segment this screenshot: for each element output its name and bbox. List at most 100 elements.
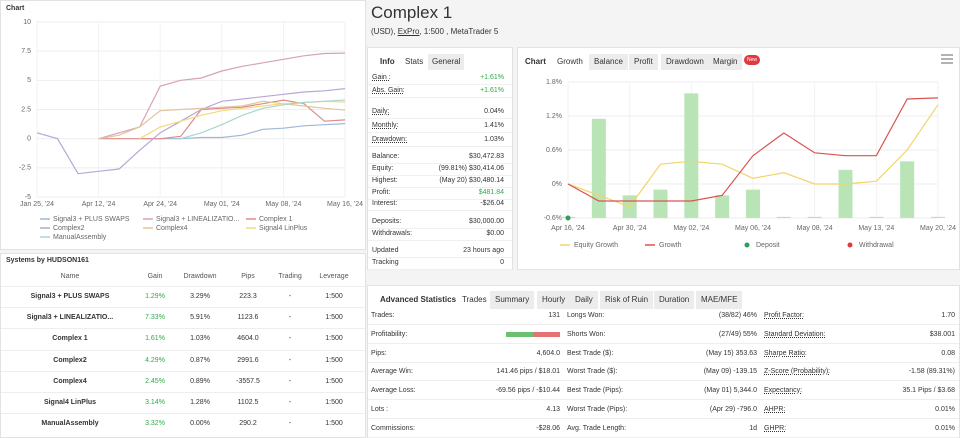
info-label: Monthly:	[372, 122, 399, 129]
row-divider	[1, 370, 365, 372]
stats-tab[interactable]: Risk of Ruin	[600, 291, 654, 309]
info-label: Withdrawals:	[372, 230, 413, 237]
stat-label: Standard Deviation:	[764, 330, 826, 338]
info-value: $30,000.00	[468, 218, 504, 225]
system-cell: 5.91%	[190, 314, 210, 322]
bar	[684, 93, 699, 218]
system-cell: 1:500	[325, 377, 343, 385]
system-name[interactable]: ManualAssembly	[41, 420, 99, 428]
stat-label: Average Win:	[371, 368, 413, 376]
stats-tab[interactable]: Hourly	[537, 291, 571, 309]
stat-value: 35.1 Pips / $3.68	[902, 387, 955, 395]
system-name[interactable]: Complex4	[53, 377, 87, 385]
column-header: Trading	[278, 273, 302, 280]
legend-label: ManualAssembly	[53, 234, 107, 241]
legend-label: Signal4 LinPlus	[259, 225, 308, 232]
info-value: (99.81%) $30,414.06	[438, 165, 504, 172]
stats-tab[interactable]: Duration	[654, 291, 695, 309]
system-cell: 1123.6	[237, 314, 259, 322]
chart-tab[interactable]: Drawdown	[661, 54, 709, 70]
growth-panel	[517, 47, 960, 270]
stat-label: Best Trade ($):	[567, 349, 614, 357]
stat-label: AHPR:	[764, 406, 786, 413]
system-cell: 1.28%	[190, 399, 210, 406]
stat-label: Profitability:	[371, 330, 408, 338]
system-cell: 1:500	[325, 335, 343, 343]
stat-label: Pips:	[371, 349, 387, 357]
system-name[interactable]: Signal3 + PLUS SWAPS	[30, 293, 110, 300]
stat-label: Profit Factor:	[764, 312, 805, 319]
bar	[653, 189, 668, 218]
stat-value: 4,604.0	[536, 349, 560, 357]
x-tick-label: May 01, '24	[204, 201, 240, 208]
account-subtitle: (USD), ExPro, 1:500 , MetaTrader 5	[371, 27, 498, 37]
info-tab[interactable]: Info	[380, 57, 395, 66]
chart-tab[interactable]: Growth	[557, 57, 583, 66]
account-title: Complex 1	[371, 3, 453, 22]
info-label: Abs. Gain:	[372, 87, 405, 94]
system-name[interactable]: Signal4 LinPlus	[43, 399, 97, 406]
stat-label: Lots :	[371, 406, 389, 413]
y-tick-label: 2.5	[21, 106, 31, 113]
broker-link[interactable]: ExPro	[397, 27, 420, 36]
row-divider	[368, 84, 512, 85]
new-badge: New	[744, 55, 761, 65]
system-cell: 4.29%	[145, 356, 165, 364]
y-tick-label: 5	[27, 77, 31, 84]
system-cell: 1.29%	[145, 293, 165, 300]
system-cell: 1.61%	[145, 335, 165, 343]
legend-swatch	[744, 242, 750, 248]
stats-tab[interactable]: MAE/MFE	[696, 291, 743, 309]
stat-value: (May 09) -139.15	[703, 368, 757, 376]
stats-tab[interactable]: Daily	[570, 291, 598, 309]
stats-tab[interactable]: Trades	[457, 291, 492, 309]
info-value: $30,472.83	[468, 153, 504, 160]
stat-value: 1.70	[941, 312, 955, 319]
row-divider	[368, 324, 959, 325]
panel-title: Chart	[6, 5, 25, 12]
system-cell: 0.87%	[190, 356, 210, 364]
chart-tab[interactable]: Chart	[525, 57, 546, 66]
stat-value: (38/82) 46%	[718, 312, 757, 319]
details: , 1:500 , MetaTrader 5	[419, 27, 499, 36]
stat-value: (May 15) 353.63	[706, 349, 757, 357]
info-value: +1.61%	[480, 74, 504, 81]
stat-label: Shorts Won:	[567, 330, 606, 338]
column-header: Drawdown	[183, 273, 217, 280]
system-name[interactable]: Complex 1	[52, 335, 88, 343]
legend-label: Complex 1	[259, 216, 293, 223]
system-cell: 3.32%	[145, 420, 165, 428]
chart-tab[interactable]: Margin	[708, 54, 743, 70]
stat-label: Longs Won:	[567, 312, 605, 319]
settings-icon[interactable]	[941, 54, 953, 64]
info-tab[interactable]: General	[428, 54, 465, 70]
row-divider	[368, 361, 959, 363]
stat-value: 0.08	[941, 349, 955, 357]
info-label: Drawdown:	[372, 136, 408, 143]
x-tick-label: Apr 16, '24	[551, 225, 585, 232]
bar	[900, 161, 915, 218]
system-name[interactable]: Complex2	[53, 356, 87, 364]
info-label: Interest:	[372, 200, 398, 207]
info-label: Profit:	[372, 189, 391, 196]
stats-tab[interactable]: Summary	[490, 291, 535, 309]
stat-value: 0.01%	[935, 406, 955, 413]
system-cell: -	[288, 399, 292, 406]
info-tab[interactable]: Stats	[405, 57, 424, 66]
system-cell: 4604.0	[237, 335, 259, 343]
system-cell: 1:500	[325, 293, 343, 300]
x-tick-label: May 02, '24	[673, 225, 709, 232]
info-value: 0.04%	[484, 108, 504, 115]
system-cell: 2.45%	[145, 377, 165, 385]
x-tick-label: Apr 24, '24	[143, 201, 177, 208]
chart-tab[interactable]: Balance	[589, 54, 628, 70]
info-value: $481.84	[478, 189, 504, 196]
system-cell: -	[288, 420, 292, 428]
bar	[869, 216, 884, 218]
x-tick-label: Jan 25, '24	[20, 201, 54, 208]
stat-value: -1.58 (89.31%)	[908, 368, 955, 376]
info-label: Highest:	[372, 177, 398, 184]
system-name[interactable]: Signal3 + LINEALIZATIO...	[26, 314, 114, 322]
row-divider	[368, 210, 512, 211]
chart-tab[interactable]: Profit	[629, 54, 658, 70]
